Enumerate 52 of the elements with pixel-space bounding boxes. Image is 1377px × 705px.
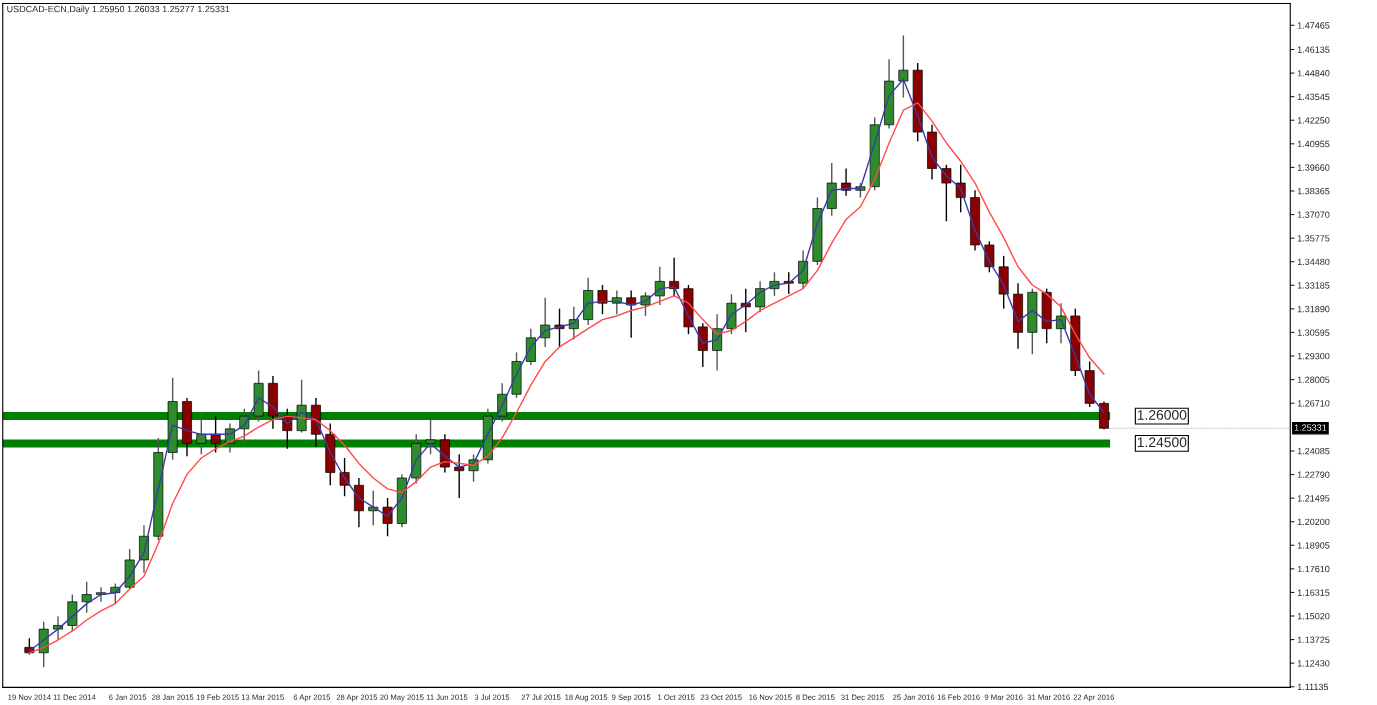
candlestick [382, 497, 393, 537]
y-tick-label: 1.22790 [1297, 471, 1330, 478]
candlestick [654, 266, 665, 306]
candlestick [210, 415, 221, 454]
y-tick-label: 1.33185 [1297, 282, 1330, 289]
candlestick [740, 287, 751, 334]
candlestick [597, 284, 608, 315]
candlestick [67, 593, 78, 632]
y-tick-label: 1.37070 [1297, 211, 1330, 218]
candlestick [196, 411, 207, 456]
candlestick [368, 490, 379, 527]
candlestick [540, 297, 551, 348]
chart-title: USDCAD-ECN,Daily 1.25950 1.26033 1.25277 1.25331 [7, 5, 230, 14]
candlestick [984, 240, 995, 273]
y-tick-label: 1.46135 [1297, 46, 1330, 53]
y-tick-label: 1.15020 [1297, 612, 1330, 620]
band-label: 1.26000 [1137, 409, 1187, 420]
candlestick [941, 164, 952, 222]
y-tick-label: 1.34480 [1297, 258, 1330, 266]
y-tick-label: 1.24085 [1297, 447, 1330, 455]
y-tick-label: 1.35775 [1297, 235, 1330, 242]
candlestick [898, 34, 909, 99]
y-tick-label: 1.38365 [1297, 187, 1330, 195]
y-tick-label: 1.29300 [1297, 352, 1330, 360]
candlestick [697, 322, 708, 368]
candlestick [525, 328, 536, 366]
y-tick-label: 1.28005 [1297, 376, 1330, 383]
candlestick [81, 581, 92, 614]
y-tick-label: 1.18905 [1297, 542, 1330, 549]
y-tick-label: 1.21495 [1297, 495, 1330, 502]
y-tick-label: 1.40955 [1297, 140, 1330, 148]
y-tick-label: 1.42250 [1297, 117, 1330, 124]
y-tick-label: 1.26710 [1297, 400, 1330, 407]
y-tick-label: 1.16315 [1297, 589, 1330, 596]
candlestick [798, 249, 809, 290]
band-label: 1.24500 [1137, 437, 1187, 448]
candlestick [755, 280, 766, 314]
y-tick-label: 1.20200 [1297, 518, 1330, 526]
y-tick-label: 1.47465 [1297, 22, 1330, 29]
candlestick [425, 419, 436, 456]
annotation: 1.25331 [1294, 424, 1327, 431]
y-tick-label: 1.44840 [1297, 70, 1330, 77]
y-tick-label: 1.12430 [1297, 660, 1330, 667]
candlestick [454, 453, 465, 499]
y-tick-label: 1.17610 [1297, 565, 1330, 573]
y-tick-label: 1.11135 [1297, 683, 1329, 691]
y-tick-label: 1.30595 [1297, 329, 1330, 336]
candlestick [626, 289, 637, 339]
y-tick-label: 1.39660 [1297, 164, 1330, 171]
y-tick-label: 1.13725 [1297, 636, 1330, 643]
y-tick-label: 1.43545 [1297, 93, 1330, 101]
y-tick-label: 1.31890 [1297, 305, 1330, 313]
